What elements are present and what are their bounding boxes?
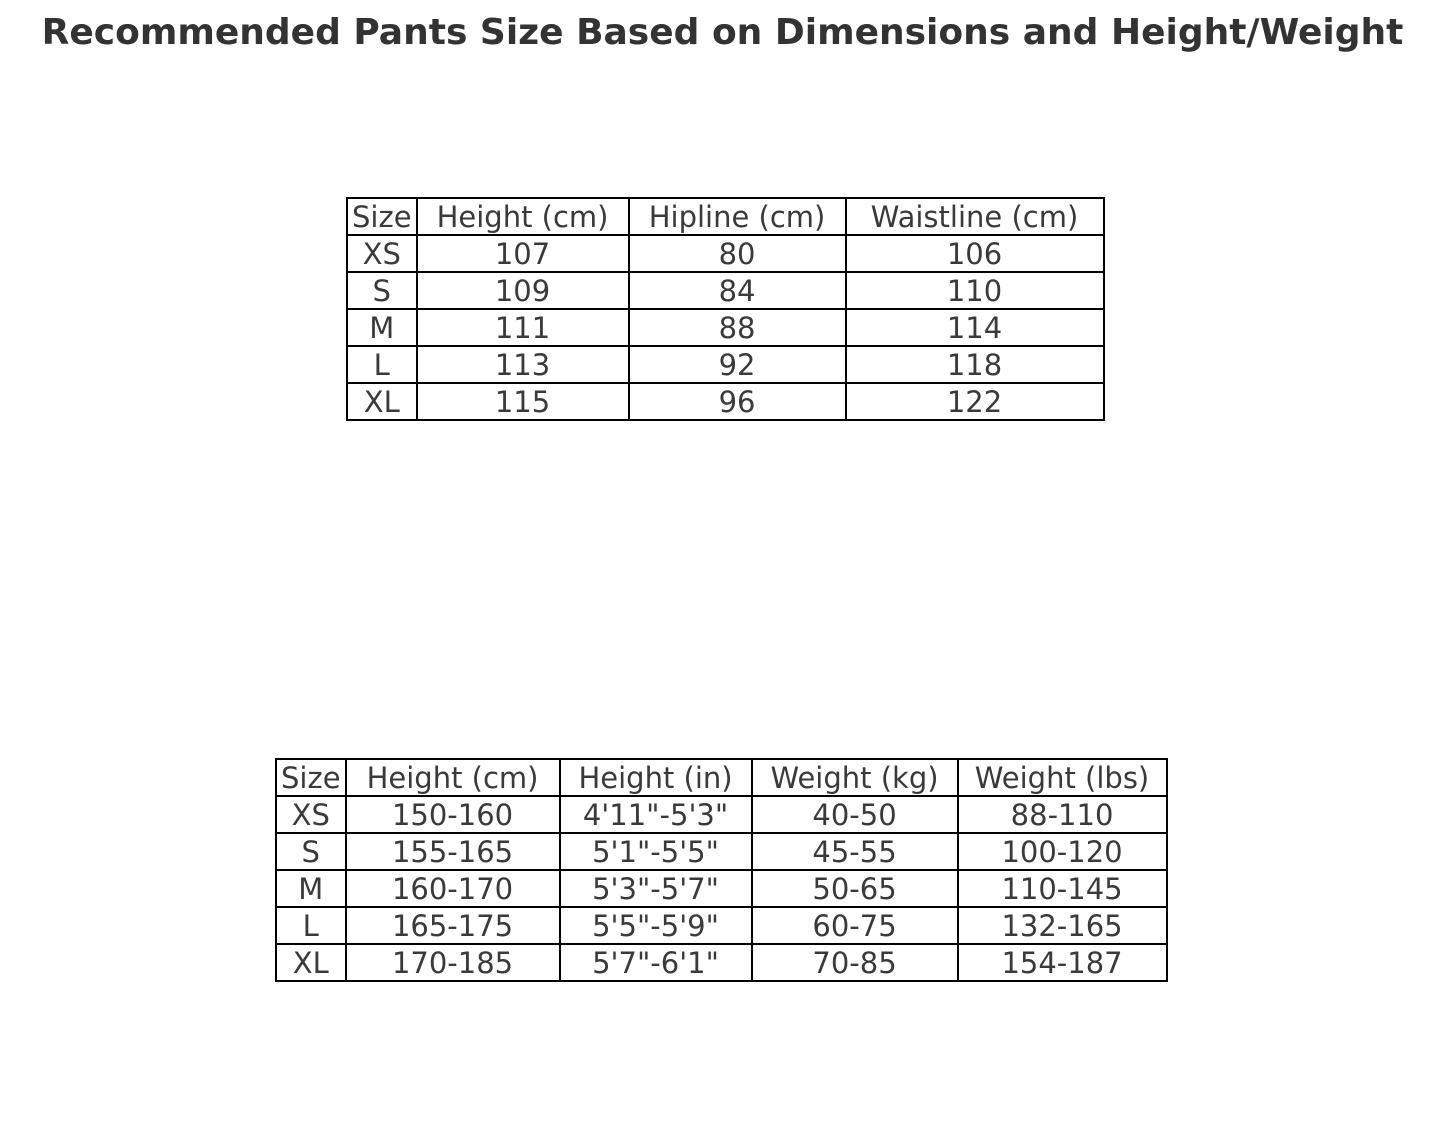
height-weight-table: Size Height (cm) Height (in) Weight (kg)…: [275, 758, 1168, 982]
table-cell: 170-185: [344, 943, 561, 982]
table-cell: 84: [627, 271, 847, 310]
table-cell: 160-170: [344, 869, 561, 908]
table-cell: 4'11"-5'3": [558, 795, 753, 834]
table-cell: 88: [627, 308, 847, 347]
table-row: S 155-165 5'1"-5'5" 45-55 100-120: [275, 832, 1168, 871]
table-cell: 109: [415, 271, 630, 310]
table-cell: 132-165: [956, 906, 1168, 945]
table-row: M 111 88 114: [346, 308, 1105, 347]
table-cell: 60-75: [750, 906, 959, 945]
table-cell: 50-65: [750, 869, 959, 908]
table-cell: 110-145: [956, 869, 1168, 908]
table-cell: 154-187: [956, 943, 1168, 982]
column-header: Height (cm): [344, 758, 561, 797]
table-cell: XS: [346, 234, 418, 273]
table-cell: 5'1"-5'5": [558, 832, 753, 871]
table-cell: XL: [275, 943, 347, 982]
table-cell: 114: [844, 308, 1105, 347]
table-cell: M: [346, 308, 418, 347]
table-cell: 118: [844, 345, 1105, 384]
table-cell: 150-160: [344, 795, 561, 834]
table-cell: 45-55: [750, 832, 959, 871]
table-cell: 40-50: [750, 795, 959, 834]
table-row: L 113 92 118: [346, 345, 1105, 384]
table-row: XS 150-160 4'11"-5'3" 40-50 88-110: [275, 795, 1168, 834]
table-cell: 107: [415, 234, 630, 273]
table-cell: 96: [627, 382, 847, 421]
table-cell: M: [275, 869, 347, 908]
table-cell: 115: [415, 382, 630, 421]
table-cell: 92: [627, 345, 847, 384]
table-row: XL 170-185 5'7"-6'1" 70-85 154-187: [275, 943, 1168, 982]
page-title: Recommended Pants Size Based on Dimensio…: [41, 12, 1404, 53]
column-header: Size: [275, 758, 347, 797]
column-header: Weight (lbs): [956, 758, 1168, 797]
column-header: Size: [346, 197, 418, 236]
table-row: L 165-175 5'5"-5'9" 60-75 132-165: [275, 906, 1168, 945]
table-cell: 155-165: [344, 832, 561, 871]
table-row: XS 107 80 106: [346, 234, 1105, 273]
table-cell: 5'7"-6'1": [558, 943, 753, 982]
column-header: Weight (kg): [750, 758, 959, 797]
table-cell: L: [346, 345, 418, 384]
column-header: Height (in): [558, 758, 753, 797]
table-cell: 122: [844, 382, 1105, 421]
table-cell: S: [275, 832, 347, 871]
table-header-row: Size Height (cm) Hipline (cm) Waistline …: [346, 197, 1105, 236]
table-cell: 165-175: [344, 906, 561, 945]
table-cell: XS: [275, 795, 347, 834]
table-cell: 5'3"-5'7": [558, 869, 753, 908]
column-header: Height (cm): [415, 197, 630, 236]
column-header: Waistline (cm): [844, 197, 1105, 236]
table-cell: 80: [627, 234, 847, 273]
table-cell: 70-85: [750, 943, 959, 982]
table-row: XL 115 96 122: [346, 382, 1105, 421]
table-header-row: Size Height (cm) Height (in) Weight (kg)…: [275, 758, 1168, 797]
column-header: Hipline (cm): [627, 197, 847, 236]
table-cell: 110: [844, 271, 1105, 310]
pants-dimensions-table: Size Height (cm) Hipline (cm) Waistline …: [346, 197, 1105, 421]
table-cell: 113: [415, 345, 630, 384]
table-cell: 5'5"-5'9": [558, 906, 753, 945]
table-cell: 100-120: [956, 832, 1168, 871]
table-row: M 160-170 5'3"-5'7" 50-65 110-145: [275, 869, 1168, 908]
table-cell: XL: [346, 382, 418, 421]
table-cell: S: [346, 271, 418, 310]
table-cell: L: [275, 906, 347, 945]
table-cell: 88-110: [956, 795, 1168, 834]
table-cell: 111: [415, 308, 630, 347]
table-cell: 106: [844, 234, 1105, 273]
table-row: S 109 84 110: [346, 271, 1105, 310]
